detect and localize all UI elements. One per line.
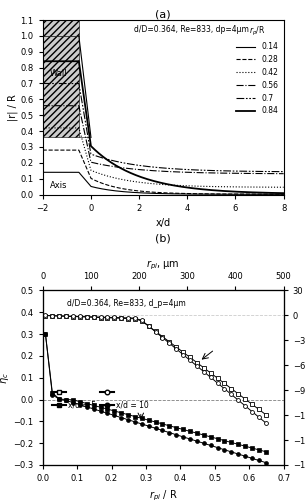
X-axis label: $r_{pi}$, μm: $r_{pi}$, μm: [146, 258, 180, 272]
Text: d/D=0.364, Re=833, d_p=4μm: d/D=0.364, Re=833, d_p=4μm: [67, 299, 185, 308]
Y-axis label: $\eta_c$: $\eta_c$: [0, 372, 11, 384]
Title: (b): (b): [155, 234, 171, 243]
Y-axis label: |r| / R: |r| / R: [7, 94, 18, 120]
X-axis label: x/d: x/d: [156, 218, 171, 228]
Bar: [43, 36, 79, 137]
Legend: 0.14, 0.28, 0.42, 0.56, 0.7, 0.84: 0.14, 0.28, 0.42, 0.56, 0.7, 0.84: [233, 22, 281, 118]
Text: Wall: Wall: [50, 68, 67, 78]
X-axis label: $r_{pi}$ / R: $r_{pi}$ / R: [149, 488, 178, 500]
Legend: , x/d = 5, , x/d = 10: , x/d = 5, , x/d = 10: [49, 384, 152, 412]
Text: Axis: Axis: [50, 181, 67, 190]
Text: d/D=0.364, Re=833, dp=4μm: d/D=0.364, Re=833, dp=4μm: [134, 25, 249, 34]
Bar: [43, 20, 79, 36]
Title: (a): (a): [155, 9, 171, 19]
